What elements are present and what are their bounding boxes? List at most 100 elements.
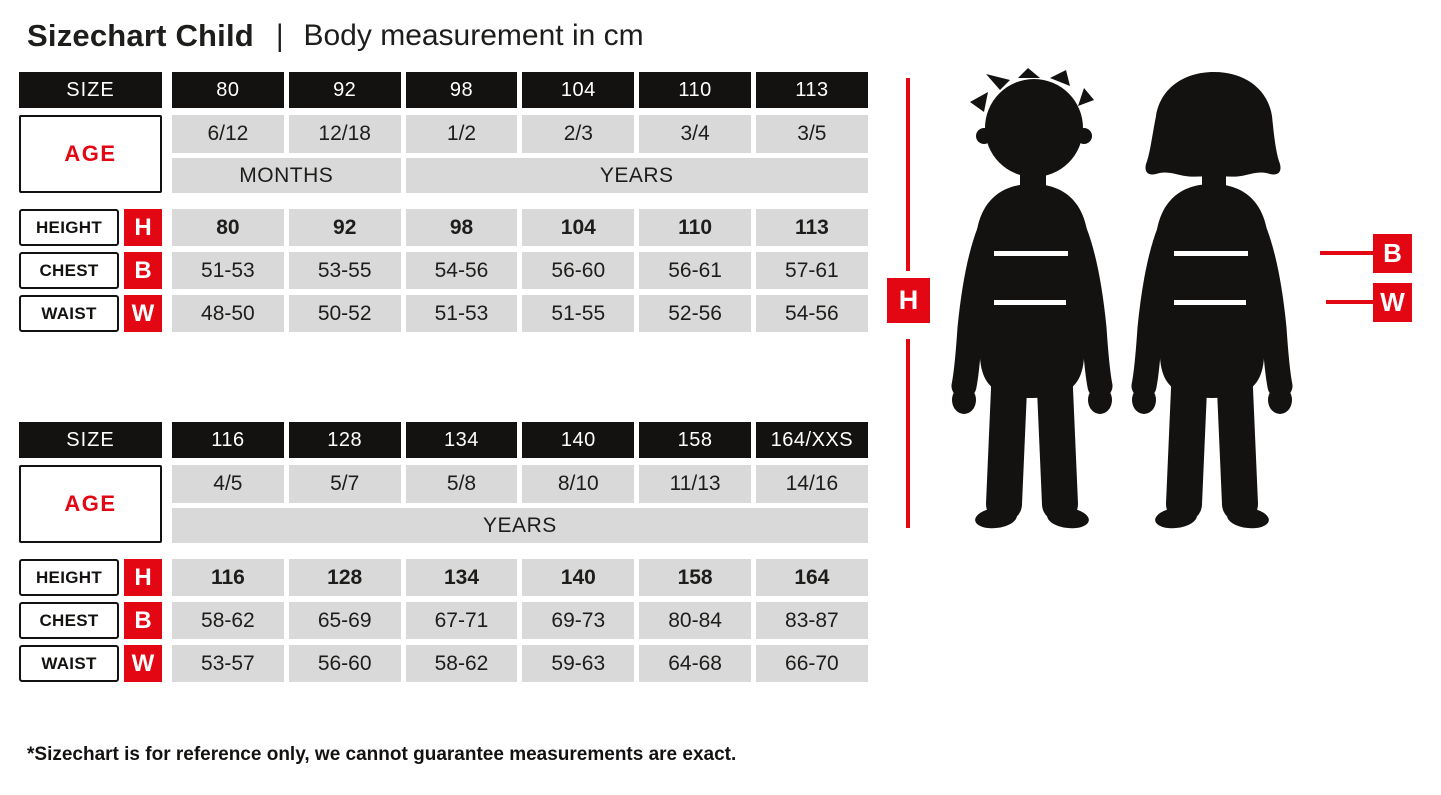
size-header-row: SIZE 80 92 98 104 110 113 — [19, 72, 868, 108]
age-unit-years: YEARS — [172, 508, 868, 543]
size-table-large: SIZE 116 128 134 140 158 164/XXS AGE 4/5… — [19, 422, 868, 688]
size-column-header: 128 — [288, 422, 401, 458]
age-value-row: 6/12 12/18 1/2 2/3 3/4 3/5 — [172, 115, 868, 153]
size-column-header: 134 — [405, 422, 518, 458]
waist-row: WAIST W 48-50 50-52 51-53 51-55 52-56 54… — [19, 295, 868, 332]
age-value-cell: 8/10 — [522, 465, 635, 503]
height-value-cell: 140 — [522, 559, 635, 596]
height-value-cell: 128 — [288, 559, 401, 596]
chest-cells: 58-62 65-69 67-71 69-73 80-84 83-87 — [172, 602, 868, 639]
height-value-cell: 134 — [405, 559, 518, 596]
height-measure-line-top — [906, 78, 910, 271]
waist-value-cell: 48-50 — [172, 295, 284, 332]
size-table-small: SIZE 80 92 98 104 110 113 AGE 6/12 12/18… — [19, 72, 868, 338]
chest-pointer-line — [1320, 251, 1373, 255]
chest-row: CHEST B 51-53 53-55 54-56 56-60 56-61 57… — [19, 252, 868, 289]
chest-b-badge: B — [124, 602, 162, 639]
size-row-label: SIZE — [19, 422, 162, 458]
title-separator: | — [275, 18, 284, 53]
size-column-header: 92 — [288, 72, 401, 108]
size-header-cells: 116 128 134 140 158 164/XXS — [172, 422, 868, 458]
height-h-badge: H — [124, 209, 162, 246]
size-column-header: 104 — [522, 72, 635, 108]
chest-value-cell: 80-84 — [639, 602, 751, 639]
height-cells: 116 128 134 140 158 164 — [172, 559, 868, 596]
title-subtitle: Body measurement in cm — [303, 19, 644, 52]
age-value-cell: 3/5 — [755, 115, 868, 153]
size-column-header: 158 — [639, 422, 751, 458]
age-value-cell: 11/13 — [639, 465, 751, 503]
height-row-label: HEIGHT — [19, 559, 119, 596]
age-unit-row: YEARS — [172, 508, 868, 543]
chest-value-cell: 58-62 — [172, 602, 284, 639]
age-value-cell: 12/18 — [288, 115, 401, 153]
waist-value-cell: 64-68 — [639, 645, 751, 682]
age-unit-months: MONTHS — [172, 158, 401, 193]
chest-value-cell: 56-61 — [639, 252, 751, 289]
waist-value-cell: 59-63 — [522, 645, 635, 682]
age-value-cell: 6/12 — [172, 115, 284, 153]
chest-value-cell: 69-73 — [522, 602, 635, 639]
height-h-badge: H — [124, 559, 162, 596]
chest-marker-badge: B — [1373, 234, 1412, 273]
waist-w-badge: W — [124, 645, 162, 682]
age-value-cell: 2/3 — [522, 115, 635, 153]
boy-silhouette — [951, 68, 1113, 529]
height-row-label: HEIGHT — [19, 209, 119, 246]
waist-cells: 48-50 50-52 51-53 51-55 52-56 54-56 — [172, 295, 868, 332]
disclaimer-text: *Sizechart is for reference only, we can… — [27, 744, 737, 765]
size-header-cells: 80 92 98 104 110 113 — [172, 72, 868, 108]
height-value-cell: 158 — [639, 559, 751, 596]
waist-value-cell: 56-60 — [288, 645, 401, 682]
size-header-row: SIZE 116 128 134 140 158 164/XXS — [19, 422, 868, 458]
age-block: AGE 4/5 5/7 5/8 8/10 11/13 14/16 YEARS — [19, 465, 868, 543]
size-row-label: SIZE — [19, 72, 162, 108]
waist-row-label: WAIST — [19, 295, 119, 332]
age-value-cell: 14/16 — [755, 465, 868, 503]
title-main: Sizechart Child — [27, 18, 254, 53]
chest-value-cell: 83-87 — [755, 602, 868, 639]
height-value-cell: 80 — [172, 209, 284, 246]
height-value-cell: 98 — [405, 209, 518, 246]
waist-row-label: WAIST — [19, 645, 119, 682]
chest-value-cell: 67-71 — [405, 602, 518, 639]
age-label-text: AGE — [64, 491, 117, 516]
boy-waist-line — [994, 300, 1066, 305]
chest-value-cell: 57-61 — [755, 252, 868, 289]
waist-value-cell: 51-53 — [405, 295, 518, 332]
age-value-row: 4/5 5/7 5/8 8/10 11/13 14/16 — [172, 465, 868, 503]
waist-pointer-line — [1326, 300, 1373, 304]
size-column-header: 140 — [522, 422, 635, 458]
waist-value-cell: 66-70 — [755, 645, 868, 682]
size-column-header: 116 — [172, 422, 284, 458]
age-unit-row: MONTHS YEARS — [172, 158, 868, 193]
boy-chest-line — [994, 251, 1068, 256]
girl-chest-line — [1174, 251, 1248, 256]
chest-value-cell: 65-69 — [288, 602, 401, 639]
height-measure-line-bottom — [906, 339, 910, 528]
age-label-text: AGE — [64, 141, 117, 166]
height-value-cell: 116 — [172, 559, 284, 596]
age-row-label: AGE — [19, 465, 162, 543]
girl-silhouette — [1131, 72, 1293, 529]
girl-waist-line — [1174, 300, 1246, 305]
height-row: HEIGHT H 116 128 134 140 158 164 — [19, 559, 868, 596]
height-marker-badge: H — [887, 278, 930, 323]
age-value-cell: 1/2 — [405, 115, 518, 153]
size-column-header: 113 — [755, 72, 868, 108]
size-column-header: 110 — [639, 72, 751, 108]
waist-value-cell: 51-55 — [522, 295, 635, 332]
age-value-cell: 4/5 — [172, 465, 284, 503]
waist-row: WAIST W 53-57 56-60 58-62 59-63 64-68 66… — [19, 645, 868, 682]
chest-row-label: CHEST — [19, 602, 119, 639]
height-value-cell: 110 — [639, 209, 751, 246]
age-unit-years: YEARS — [405, 158, 868, 193]
size-column-header: 164/XXS — [755, 422, 868, 458]
height-value-cell: 113 — [755, 209, 868, 246]
age-value-cell: 5/7 — [288, 465, 401, 503]
height-cells: 80 92 98 104 110 113 — [172, 209, 868, 246]
age-values-area: 6/12 12/18 1/2 2/3 3/4 3/5 MONTHS YEARS — [172, 115, 868, 193]
chest-value-cell: 51-53 — [172, 252, 284, 289]
age-block: AGE 6/12 12/18 1/2 2/3 3/4 3/5 MONTHS YE… — [19, 115, 868, 193]
